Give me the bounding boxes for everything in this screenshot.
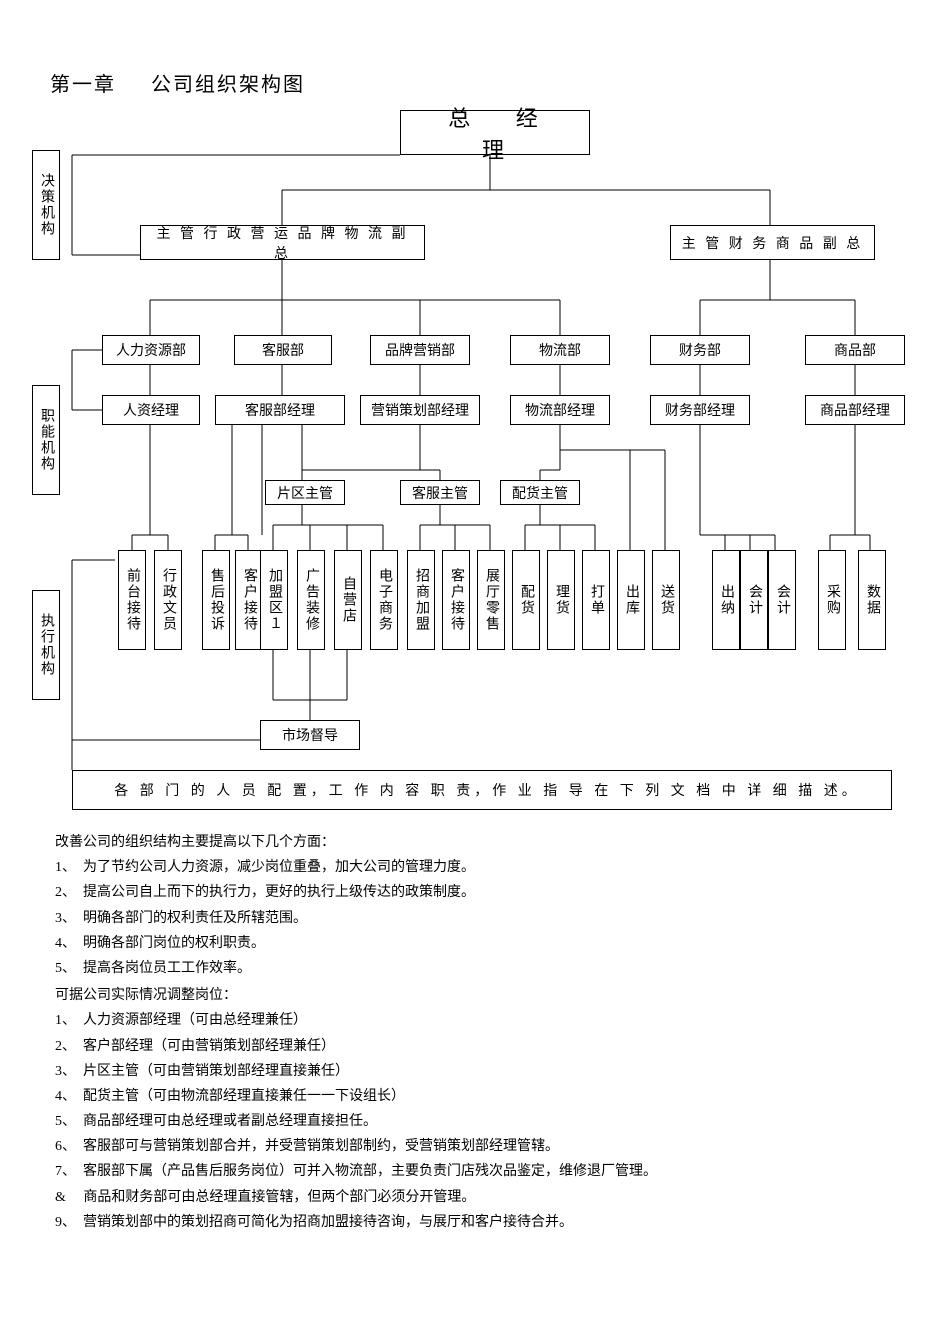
leaf-pick: 配货 — [512, 550, 540, 650]
section1-title: 改善公司的组织结构主要提高以下几个方面： — [55, 830, 905, 855]
list2-item: 4、 配货主管（可由物流部经理直接兼任一一下设组长） — [55, 1084, 905, 1109]
sup-distribution: 配货主管 — [500, 480, 580, 505]
mgr-brand: 营销策划部经理 — [360, 395, 480, 425]
leaf-hall-retail: 展厅零售 — [477, 550, 505, 650]
leaf-front-desk: 前台接待 — [118, 550, 146, 650]
list2-item: 9、 营销策划部中的策划招商可简化为招商加盟接待咨询，与展厅和客户接待合并。 — [55, 1210, 905, 1235]
mgr-finance: 财务部经理 — [650, 395, 750, 425]
list1-item: 2、 提高公司自上而下的执行力，更好的执行上级传达的政策制度。 — [55, 880, 905, 905]
leaf-customer-recv: 客户接待 — [235, 550, 263, 650]
leaf-join-zone: 加盟区１ — [260, 550, 288, 650]
chapter-name: 公司组织架构图 — [151, 74, 305, 96]
dept-hr: 人力资源部 — [102, 335, 200, 365]
list2-item: 6、 客服部可与营销策划部合并，并受营销策划部制约，受营销策划部经理管辖。 — [55, 1134, 905, 1159]
list2-item: 1、 人力资源部经理（可由总经理兼任） — [55, 1008, 905, 1033]
leaf-ad-deco: 广告装修 — [297, 550, 325, 650]
sup-area: 片区主管 — [265, 480, 345, 505]
node-vp-operations: 主 管 行 政 营 运 品 牌 物 流 副 总 — [140, 225, 425, 260]
mgr-hr: 人资经理 — [102, 395, 200, 425]
list1-item: 4、 明确各部门岗位的权利职责。 — [55, 931, 905, 956]
list1-item: 3、 明确各部门的权利责任及所辖范围。 — [55, 906, 905, 931]
node-vp-finance-goods: 主 管 财 务 商 品 副 总 — [670, 225, 875, 260]
sup-cs: 客服主管 — [400, 480, 480, 505]
leaf-purchase: 采购 — [818, 550, 846, 650]
list1-item: 1、 为了节约公司人力资源，减少岗位重叠，加大公司的管理力度。 — [55, 855, 905, 880]
dept-brand-marketing: 品牌营销部 — [370, 335, 470, 365]
leaf-data: 数据 — [858, 550, 886, 650]
leaf-cust-recv2: 客户接待 — [442, 550, 470, 650]
dept-goods: 商品部 — [805, 335, 905, 365]
mgr-goods: 商品部经理 — [805, 395, 905, 425]
leaf-sort: 理货 — [547, 550, 575, 650]
mgr-logistics: 物流部经理 — [510, 395, 610, 425]
section2-title: 可据公司实际情况调整岗位： — [55, 983, 905, 1008]
leaf-invite-join: 招商加盟 — [407, 550, 435, 650]
leaf-self-store: 自营店 — [334, 550, 362, 650]
leaf-admin-clerk: 行政文员 — [154, 550, 182, 650]
dept-finance: 财务部 — [650, 335, 750, 365]
chapter-number: 第一章 — [50, 74, 116, 96]
list2-item: 2、 客户部经理（可由营销策划部经理兼任） — [55, 1034, 905, 1059]
org-footer-note: 各 部 门 的 人 员 配 置，工 作 内 容 职 责，作 业 指 导 在 下 … — [72, 770, 892, 810]
chapter-title: 第一章 公司组织架构图 — [50, 68, 305, 97]
leaf-cashier: 出纳 — [712, 550, 740, 650]
side-label-decision: 决策机构 — [32, 150, 60, 260]
leaf-after-sale: 售后投诉 — [202, 550, 230, 650]
leaf-ecommerce: 电子商务 — [370, 550, 398, 650]
leaf-ship: 送货 — [652, 550, 680, 650]
side-label-function: 职能机构 — [32, 385, 60, 495]
leaf-accountant2: 会计 — [768, 550, 796, 650]
dept-customer-service: 客服部 — [234, 335, 332, 365]
leaf-outbound: 出库 — [617, 550, 645, 650]
side-label-exec: 执行机构 — [32, 590, 60, 700]
list2-item: 5、 商品部经理可由总经理或者副总经理直接担任。 — [55, 1109, 905, 1134]
list2-item: 7、 客服部下属（产品售后服务岗位）可并入物流部，主要负责门店残次品鉴定，维修退… — [55, 1159, 905, 1184]
mgr-cs: 客服部经理 — [215, 395, 345, 425]
list2-item: & 商品和财务部可由总经理直接管辖，但两个部门必须分开管理。 — [55, 1185, 905, 1210]
body-text: 改善公司的组织结构主要提高以下几个方面： 1、 为了节约公司人力资源，减少岗位重… — [55, 830, 905, 1235]
leaf-order: 打单 — [582, 550, 610, 650]
leaf-accountant1: 会计 — [740, 550, 768, 650]
list2-item: 3、 片区主管（可由营销策划部经理直接兼任） — [55, 1059, 905, 1084]
node-market-supervisor: 市场督导 — [260, 720, 360, 750]
node-general-manager: 总 经 理 — [400, 110, 590, 155]
dept-logistics: 物流部 — [510, 335, 610, 365]
list1-item: 5、 提高各岗位员工工作效率。 — [55, 956, 905, 981]
